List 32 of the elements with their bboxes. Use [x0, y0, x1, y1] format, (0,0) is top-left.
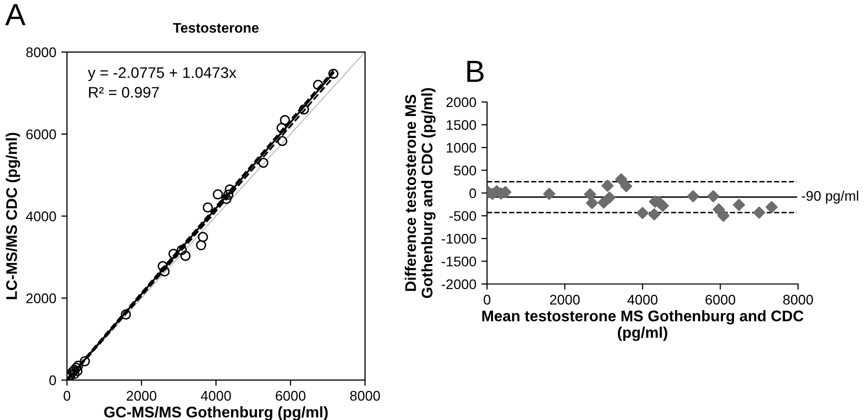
- y-axis-title: Difference testosterone MS Gothenburg and CDC (pg/ml): [404, 88, 436, 298]
- x-tick-label: 2000: [550, 294, 580, 305]
- y-tick-label: 4000: [26, 211, 56, 222]
- x-axis-title: Mean testosterone MS Gothenburg and CDC (pg/ml): [482, 310, 804, 341]
- x-tick-label: 2000: [126, 390, 156, 401]
- y-tick-label: 6000: [26, 129, 56, 140]
- y-tick-label: 1500: [446, 120, 476, 130]
- x-tick-label: 4000: [200, 390, 231, 401]
- y-tick-label: -500: [449, 211, 476, 221]
- text: B: [467, 60, 484, 82]
- y-axis-title: LC-MS/MS CDC (pg/ml): [6, 132, 20, 300]
- x-tick-label: 8000: [783, 294, 813, 305]
- y-tick-label: 0: [469, 188, 476, 198]
- x-tick-label: 6000: [276, 390, 306, 401]
- annotation: y = -2.0775 + 1.0473x: [88, 67, 236, 82]
- x-tick-label: 4000: [627, 294, 658, 305]
- x-tick-label: 0: [64, 390, 70, 401]
- y-tick-label: 0: [49, 375, 56, 386]
- annotation: R² = 0.997: [89, 86, 159, 98]
- y-tick-label: 8000: [26, 47, 56, 58]
- x-tick-label: 6000: [706, 294, 736, 305]
- y-tick-label: 1000: [446, 142, 476, 153]
- y-tick-label: 500: [454, 166, 476, 176]
- y-tick-label: 2000: [446, 97, 476, 108]
- x-tick-label: 8000: [350, 390, 380, 401]
- x-tick-label: 0: [484, 294, 490, 305]
- y-tick-label: -2000: [442, 279, 476, 290]
- chart-title: Testosterone: [173, 23, 259, 33]
- y-tick-label: -1000: [442, 234, 476, 244]
- y-tick-label: -1500: [442, 256, 476, 266]
- text: A: [5, 4, 26, 26]
- ref-line-label: -90 pg/ml: [802, 190, 858, 204]
